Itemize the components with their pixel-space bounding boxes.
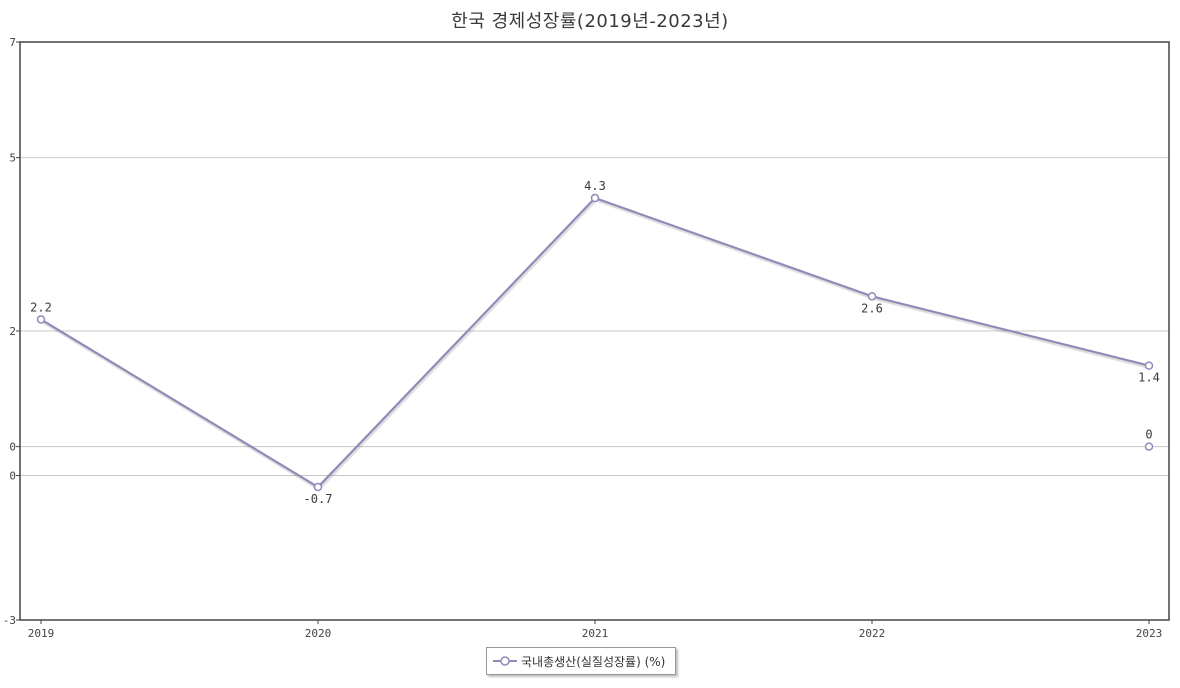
x-tick-label: 2020 bbox=[305, 627, 332, 640]
plot-frame bbox=[19, 41, 1170, 621]
y-tick-label: 7 bbox=[9, 36, 16, 49]
x-axis-ticks: 2019 2020 2021 2022 2023 bbox=[28, 620, 1163, 640]
grid-layer bbox=[20, 157, 1169, 476]
y-tick-label: 2 bbox=[9, 325, 16, 338]
chart-title: 한국 경제성장률(2019년-2023년) bbox=[451, 11, 729, 32]
legend-line-marker-icon bbox=[493, 656, 517, 666]
data-label: 1.4 bbox=[1138, 371, 1160, 385]
series-line-shadow bbox=[41, 198, 1151, 491]
y-tick-label: 0 bbox=[9, 470, 16, 483]
x-tick-label: 2021 bbox=[582, 627, 609, 640]
extra-data-label: 0 bbox=[1145, 428, 1152, 442]
y-tick-label: 5 bbox=[9, 152, 16, 165]
legend-series-label: 국내총생산(실질성장률) (%) bbox=[521, 654, 666, 669]
data-point[interactable] bbox=[313, 482, 323, 492]
y-axis-ticks: 7 5 2 0 0 -3 bbox=[3, 36, 20, 627]
data-label: 2.6 bbox=[861, 301, 883, 315]
data-label: 2.2 bbox=[30, 300, 52, 314]
data-labels: 2.2 -0.7 4.3 2.6 1.4 0 bbox=[30, 179, 1160, 506]
data-label: -0.7 bbox=[304, 492, 333, 506]
x-tick-label: 2022 bbox=[859, 627, 886, 640]
data-label: 4.3 bbox=[584, 179, 606, 193]
y-tick-label: -3 bbox=[3, 614, 16, 627]
extra-data-point[interactable] bbox=[1144, 442, 1154, 451]
series-layer bbox=[36, 193, 1154, 492]
x-tick-label: 2023 bbox=[1136, 627, 1163, 640]
data-point[interactable] bbox=[36, 315, 46, 324]
y-tick-label: 0 bbox=[9, 441, 16, 454]
data-point[interactable] bbox=[590, 193, 600, 203]
data-point[interactable] bbox=[867, 292, 877, 301]
legend[interactable]: 국내총생산(실질성장률) (%) bbox=[486, 647, 677, 675]
series-line bbox=[40, 196, 1150, 489]
x-tick-label: 2019 bbox=[28, 627, 55, 640]
data-point[interactable] bbox=[1144, 361, 1154, 370]
